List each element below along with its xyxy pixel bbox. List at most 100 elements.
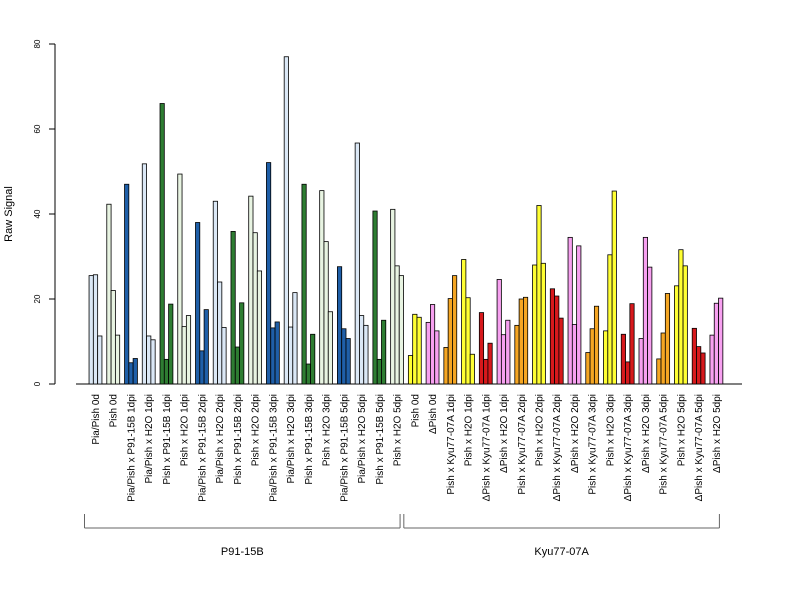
bar [656, 358, 662, 385]
y-tick-label: 0 [33, 381, 42, 386]
bar [359, 315, 365, 385]
bar [496, 279, 502, 385]
bar [536, 205, 542, 385]
bar [376, 358, 382, 385]
bar [239, 302, 245, 385]
category-label: Pish x P91-15B 2dpi [233, 394, 244, 485]
bar [185, 315, 192, 385]
bar [696, 346, 702, 385]
bar [713, 302, 719, 385]
bar [288, 326, 294, 385]
bar [256, 270, 263, 385]
bar [443, 347, 449, 385]
bar [159, 103, 165, 385]
bar [678, 249, 684, 385]
group-label: P91-15B [221, 546, 264, 558]
bar [163, 358, 170, 385]
bar [310, 333, 316, 385]
bar [177, 173, 183, 385]
category-label: Pish x H2O 5dpi [393, 394, 404, 466]
category-labels: Pia/Pish 0d Pish 0d Pia/Pish x P91-15B 1dp… [91, 394, 723, 502]
category-label: Pish 0d [410, 394, 421, 427]
category-label: Pia/Pish x P91-15B 1dpi [126, 394, 137, 502]
bar [558, 317, 564, 385]
y-axis-title: Raw Signal [3, 186, 15, 242]
category-label: Pish x Kyu77-07A 2dpi [517, 394, 528, 495]
bar [540, 262, 546, 385]
bar [168, 303, 174, 385]
y-tick-label: 40 [33, 209, 42, 218]
category-label: Pish x H2O 1dpi [180, 394, 191, 466]
category-label: Pia/Pish x H2O 1dpi [144, 394, 155, 484]
bar [354, 142, 360, 385]
bar [230, 231, 236, 385]
bar [571, 324, 578, 385]
bar [505, 319, 511, 385]
category-label: Pia/Pish x P91-15B 2dpi [197, 394, 208, 502]
category-label: Pish x Kyu77-07A 3dpi [588, 394, 599, 495]
bar [266, 162, 272, 385]
bar [381, 319, 387, 385]
category-label: Pish x H2O 1dpi [464, 394, 475, 466]
bar [478, 312, 485, 385]
y-axis: 0 20 40 60 80 [33, 39, 56, 386]
category-label: Pish x P91-15B 3dpi [304, 394, 315, 485]
bar [270, 327, 276, 385]
category-label: Pish x H2O 5dpi [676, 394, 687, 466]
bar [323, 241, 329, 385]
bar [718, 297, 724, 385]
category-label: ΔPish x H2O 1dpi [499, 394, 510, 473]
bar [407, 355, 414, 385]
bar [128, 362, 134, 385]
category-label: Pish x H2O 3dpi [605, 394, 616, 466]
bar [394, 265, 400, 385]
bar [124, 183, 130, 385]
category-label: Pish x P91-15B 5dpi [375, 394, 386, 485]
bar [664, 293, 671, 385]
group-brackets: P91-15B Kyu77-07A [84, 514, 720, 558]
bar [452, 275, 458, 385]
bar [97, 335, 103, 385]
bar [199, 350, 205, 385]
category-label: ΔPish 0d [428, 394, 439, 434]
bar [114, 334, 121, 385]
bar [642, 236, 648, 385]
category-label: ΔPish x Kyu77-07A 3dpi [623, 394, 634, 501]
bar [181, 326, 187, 385]
bar [434, 330, 440, 385]
bar [638, 338, 644, 385]
bar [514, 324, 520, 385]
bar [674, 285, 680, 385]
category-label: Pish x H2O 2dpi [535, 394, 546, 466]
category-label: Pish x P91-15B 1dpi [162, 394, 173, 485]
bar [341, 328, 347, 385]
bar [305, 363, 311, 385]
category-label: Pish x H2O 2dpi [251, 394, 262, 466]
bar [447, 298, 453, 385]
bar [620, 333, 626, 385]
category-label: Pish 0d [109, 394, 120, 427]
category-label: ΔPish x H2O 2dpi [570, 394, 581, 473]
category-label: Pish x H2O 3dpi [322, 394, 333, 466]
bar [106, 203, 112, 385]
bar [412, 313, 418, 385]
bar [487, 342, 493, 385]
bar [576, 245, 582, 385]
bar [252, 232, 258, 385]
bar [647, 266, 653, 385]
bar [110, 290, 116, 385]
bar [700, 352, 706, 385]
bar [398, 275, 404, 385]
bar [567, 236, 573, 385]
bar [430, 304, 436, 385]
group-label: Kyu77-07A [534, 546, 589, 558]
bar [217, 281, 223, 385]
bar [363, 324, 369, 385]
bar [691, 327, 697, 385]
bar [500, 334, 507, 385]
bar [301, 183, 307, 385]
bar [660, 332, 666, 385]
bar [589, 328, 595, 385]
bar [345, 338, 351, 385]
